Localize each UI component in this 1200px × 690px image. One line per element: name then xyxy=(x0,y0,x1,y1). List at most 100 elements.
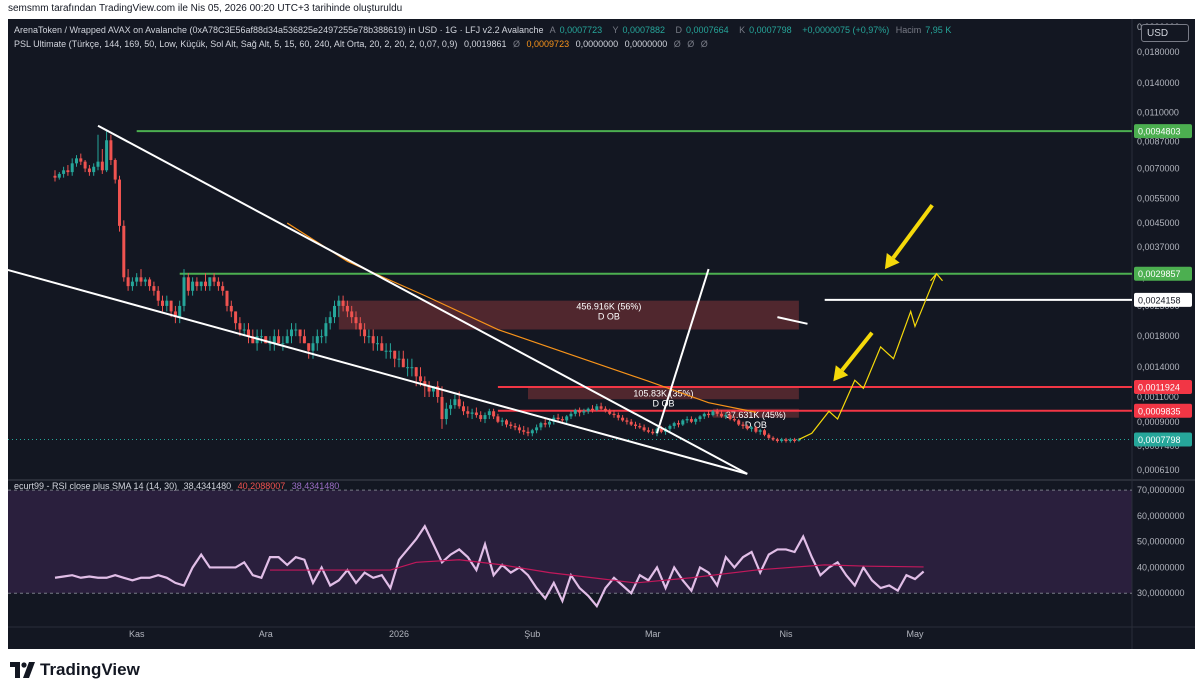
candle-body xyxy=(449,405,453,409)
symbol-title[interactable]: ArenaToken / Wrapped AVAX on Avalanche (… xyxy=(14,25,544,35)
trendline xyxy=(8,268,748,475)
candle-body xyxy=(264,336,268,344)
candle-body xyxy=(642,427,646,431)
candle-body xyxy=(474,412,478,416)
candle-body xyxy=(462,406,465,412)
candle-body xyxy=(565,416,569,421)
candle-body xyxy=(702,413,706,417)
candle-body xyxy=(221,286,225,291)
candle-body xyxy=(126,277,130,287)
tradingview-logo[interactable]: TradingView xyxy=(10,660,140,680)
candle-body xyxy=(436,386,440,397)
candle-body xyxy=(612,413,616,416)
candle-body xyxy=(358,323,362,330)
candle-body xyxy=(775,439,779,442)
candle-body xyxy=(225,290,229,306)
candle-body xyxy=(681,420,685,425)
rsi-tick-label: 60,0000000 xyxy=(1137,511,1185,521)
candle-body xyxy=(272,336,276,344)
candle-body xyxy=(732,419,736,421)
rsi-value-3: 38,4341480 xyxy=(291,481,340,491)
candle-body xyxy=(634,424,637,426)
psl-value-1: 0,0019861 xyxy=(463,39,507,49)
trendline xyxy=(656,268,710,434)
candle-body xyxy=(148,279,152,287)
price-tick-label: 0,0011000 xyxy=(1137,392,1179,402)
candle-body xyxy=(122,225,126,278)
candle-body xyxy=(440,396,444,420)
rsi-legend: ecurt99 - RSI close plus SMA 14 (14, 30)… xyxy=(14,481,343,491)
candle-body xyxy=(599,406,603,409)
open-value: 0,0007723 xyxy=(559,25,603,35)
candle-body xyxy=(191,281,195,291)
psl-title[interactable]: PSL Ultimate (Türkçe, 144, 169, 50, Low,… xyxy=(14,39,458,49)
candle-body xyxy=(247,329,250,337)
candle-body xyxy=(788,439,792,442)
candle-body xyxy=(139,277,143,282)
candle-body xyxy=(556,417,560,420)
candle-body xyxy=(758,430,762,432)
rsi-title[interactable]: ecurt99 - RSI close plus SMA 14 (14, 30) xyxy=(14,481,178,491)
candle-body xyxy=(290,329,293,337)
footer: TradingView xyxy=(0,652,1200,690)
order-block-label: 456.916K (56%) xyxy=(576,302,641,312)
candle-body xyxy=(333,305,336,318)
candle-body xyxy=(689,419,693,422)
candle-body xyxy=(307,343,311,351)
candle-body xyxy=(569,413,573,417)
candle-body xyxy=(285,336,289,344)
candle-body xyxy=(483,415,487,420)
candle-body xyxy=(169,300,173,312)
trendline xyxy=(777,316,808,325)
rsi-line xyxy=(54,524,925,609)
price-label-box xyxy=(1134,403,1192,418)
candle-body xyxy=(530,430,534,434)
open-label: A xyxy=(549,25,556,35)
candle-body xyxy=(466,411,470,414)
candle-body xyxy=(388,350,392,352)
candle-body xyxy=(608,411,612,414)
candle-body xyxy=(152,286,156,291)
candle-body xyxy=(745,425,749,429)
candle-body xyxy=(92,166,96,173)
candle-body xyxy=(548,421,551,425)
candle-body xyxy=(62,170,66,174)
candle-body xyxy=(603,408,607,412)
candle-body xyxy=(281,343,285,345)
candle-body xyxy=(711,411,715,416)
candle-body xyxy=(444,408,448,420)
candle-body xyxy=(350,311,354,318)
candle-body xyxy=(302,336,306,344)
candle-body xyxy=(113,159,117,180)
change-value: +0,0000075 (+0,97%) xyxy=(802,25,890,35)
candle-body xyxy=(251,336,255,344)
candle-body xyxy=(651,431,655,434)
candle-body xyxy=(135,277,139,282)
tradingview-logo-text: TradingView xyxy=(40,660,140,679)
candle-body xyxy=(53,175,57,178)
chart-frame[interactable]: 456.916K (56%) D OB 105.83K (35%) D OB 37.63… xyxy=(8,19,1195,649)
price-tick-label: 0,0045000 xyxy=(1137,218,1180,228)
candle-body xyxy=(621,417,625,421)
candle-body xyxy=(685,419,689,421)
order-block-sub-label: D OB xyxy=(652,398,674,408)
currency-button[interactable]: USD xyxy=(1141,24,1189,42)
psl-legend: PSL Ultimate (Türkçe, 144, 169, 50, Low,… xyxy=(14,39,712,49)
candle-body xyxy=(707,413,711,416)
order-block-label: 105.83K (35%) xyxy=(633,388,693,398)
candle-body xyxy=(797,439,801,441)
projection-path xyxy=(798,273,938,440)
close-label: K xyxy=(739,25,746,35)
candle-body xyxy=(105,140,109,171)
low-label: D xyxy=(675,25,683,35)
candle-body xyxy=(767,434,771,438)
price-label-box xyxy=(1134,266,1192,281)
candle-body xyxy=(212,277,216,282)
candle-body xyxy=(367,336,371,338)
price-label-text: 0,0094803 xyxy=(1138,127,1181,137)
candle-body xyxy=(505,420,508,425)
time-tick-label: Mar xyxy=(645,629,661,639)
candle-body xyxy=(173,311,177,318)
candle-body xyxy=(298,329,302,337)
